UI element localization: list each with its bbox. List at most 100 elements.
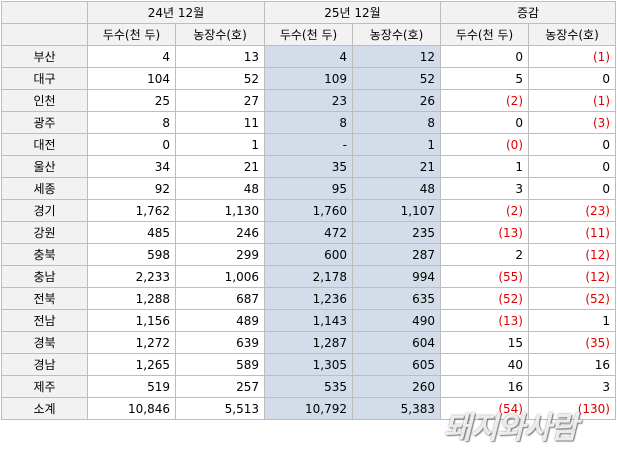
- data-cell: 2,233: [87, 265, 176, 288]
- data-cell: (12): [528, 265, 616, 288]
- data-cell: 246: [175, 221, 265, 244]
- data-cell: 485: [87, 221, 176, 244]
- table-body: 부산 4 13 4 12 0 (1) 대구 104 52 109 52 5 0 인천 25 27 23 26 (2)(…: [1, 45, 616, 420]
- data-cell: (52): [528, 287, 616, 310]
- data-cell: 8: [352, 111, 441, 134]
- column-header: 두수(천 두): [87, 23, 176, 46]
- data-cell: 235: [352, 221, 441, 244]
- period-header-2024: 24년 12월: [87, 1, 265, 24]
- table-row: 경기 1,762 1,130 1,760 1,107 (2) (23): [1, 199, 616, 222]
- data-cell: 994: [352, 265, 441, 288]
- data-cell: 4: [87, 45, 176, 68]
- data-cell: 1,006: [175, 265, 265, 288]
- data-cell: 2: [440, 243, 529, 266]
- region-label: 경북: [1, 331, 88, 354]
- data-cell: 0: [87, 133, 176, 156]
- data-cell: (2): [440, 199, 529, 222]
- period-header-change: 증감: [440, 1, 616, 24]
- data-cell: 535: [264, 375, 353, 398]
- data-cell: (23): [528, 199, 616, 222]
- table-row: 충남 2,233 1,006 2,178 994 (55) (12): [1, 265, 616, 288]
- data-cell: 1,236: [264, 287, 353, 310]
- data-cell: (13): [440, 309, 529, 332]
- data-cell: 1,156: [87, 309, 176, 332]
- data-cell: 1,760: [264, 199, 353, 222]
- data-cell: 11: [175, 111, 265, 134]
- data-cell: 598: [87, 243, 176, 266]
- region-label: 대구: [1, 67, 88, 90]
- table-row: 대전 0 1-1 (0) 0: [1, 133, 616, 156]
- region-label: 전남: [1, 309, 88, 332]
- data-cell: (54): [440, 397, 529, 420]
- data-cell: 13: [175, 45, 265, 68]
- data-cell: 10,792: [264, 397, 353, 420]
- table-row: 부산 4 13 4 12 0 (1): [1, 45, 616, 68]
- data-cell: 0: [528, 67, 616, 90]
- region-label: 제주: [1, 375, 88, 398]
- data-cell: 104: [87, 67, 176, 90]
- data-cell: (0): [440, 133, 529, 156]
- data-cell: 1,762: [87, 199, 176, 222]
- data-cell: 472: [264, 221, 353, 244]
- data-cell: 26: [352, 89, 441, 112]
- data-cell: 21: [352, 155, 441, 178]
- data-cell: 16: [528, 353, 616, 376]
- data-cell: (11): [528, 221, 616, 244]
- data-cell: (35): [528, 331, 616, 354]
- data-cell: 40: [440, 353, 529, 376]
- data-cell: (1): [528, 89, 616, 112]
- region-label: 인천: [1, 89, 88, 112]
- data-cell: 92: [87, 177, 176, 200]
- region-label: 부산: [1, 45, 88, 68]
- data-cell: -: [264, 133, 353, 156]
- data-cell: 605: [352, 353, 441, 376]
- data-cell: 489: [175, 309, 265, 332]
- data-cell: 1: [175, 133, 265, 156]
- data-cell: 23: [264, 89, 353, 112]
- table-row: 전남 1,156 489 1,143 490 (13) 1: [1, 309, 616, 332]
- column-header: 농장수(호): [175, 23, 265, 46]
- data-cell: 16: [440, 375, 529, 398]
- region-label: 충남: [1, 265, 88, 288]
- region-label: 소계: [1, 397, 88, 420]
- column-header: 두수(천 두): [264, 23, 353, 46]
- column-header: 농장수(호): [528, 23, 616, 46]
- table-row: 세종 92 48 95 48 3 0: [1, 177, 616, 200]
- data-cell: 1: [440, 155, 529, 178]
- data-cell: 635: [352, 287, 441, 310]
- data-cell: (55): [440, 265, 529, 288]
- data-cell: 1,143: [264, 309, 353, 332]
- data-cell: 299: [175, 243, 265, 266]
- data-cell: 260: [352, 375, 441, 398]
- data-cell: 604: [352, 331, 441, 354]
- region-label: 대전: [1, 133, 88, 156]
- data-cell: (3): [528, 111, 616, 134]
- data-cell: 25: [87, 89, 176, 112]
- period-header-2025: 25년 12월: [264, 1, 441, 24]
- region-label: 충북: [1, 243, 88, 266]
- data-cell: (12): [528, 243, 616, 266]
- data-cell: 35: [264, 155, 353, 178]
- data-cell: 3: [440, 177, 529, 200]
- table-row: 대구 104 52 109 52 5 0: [1, 67, 616, 90]
- data-cell: 519: [87, 375, 176, 398]
- period-header-row: 24년 12월 25년 12월 증감: [1, 1, 616, 24]
- data-cell: 27: [175, 89, 265, 112]
- data-cell: 687: [175, 287, 265, 310]
- region-label: 강원: [1, 221, 88, 244]
- region-label: 세종: [1, 177, 88, 200]
- data-cell: 2,178: [264, 265, 353, 288]
- data-cell: 1,130: [175, 199, 265, 222]
- column-header: 농장수(호): [352, 23, 441, 46]
- table-row: 울산 34 21 35 21 1 0: [1, 155, 616, 178]
- data-cell: (52): [440, 287, 529, 310]
- data-cell: 600: [264, 243, 353, 266]
- table-row: 충북 598 299 600 287 2 (12): [1, 243, 616, 266]
- data-cell: 639: [175, 331, 265, 354]
- data-cell: 1,272: [87, 331, 176, 354]
- data-cell: 34: [87, 155, 176, 178]
- region-label: 경기: [1, 199, 88, 222]
- data-cell: (2): [440, 89, 529, 112]
- corner-cell: [1, 1, 88, 24]
- sub-header-row: 두수(천 두) 농장수(호) 두수(천 두) 농장수(호) 두수(천 두) 농장…: [1, 23, 616, 46]
